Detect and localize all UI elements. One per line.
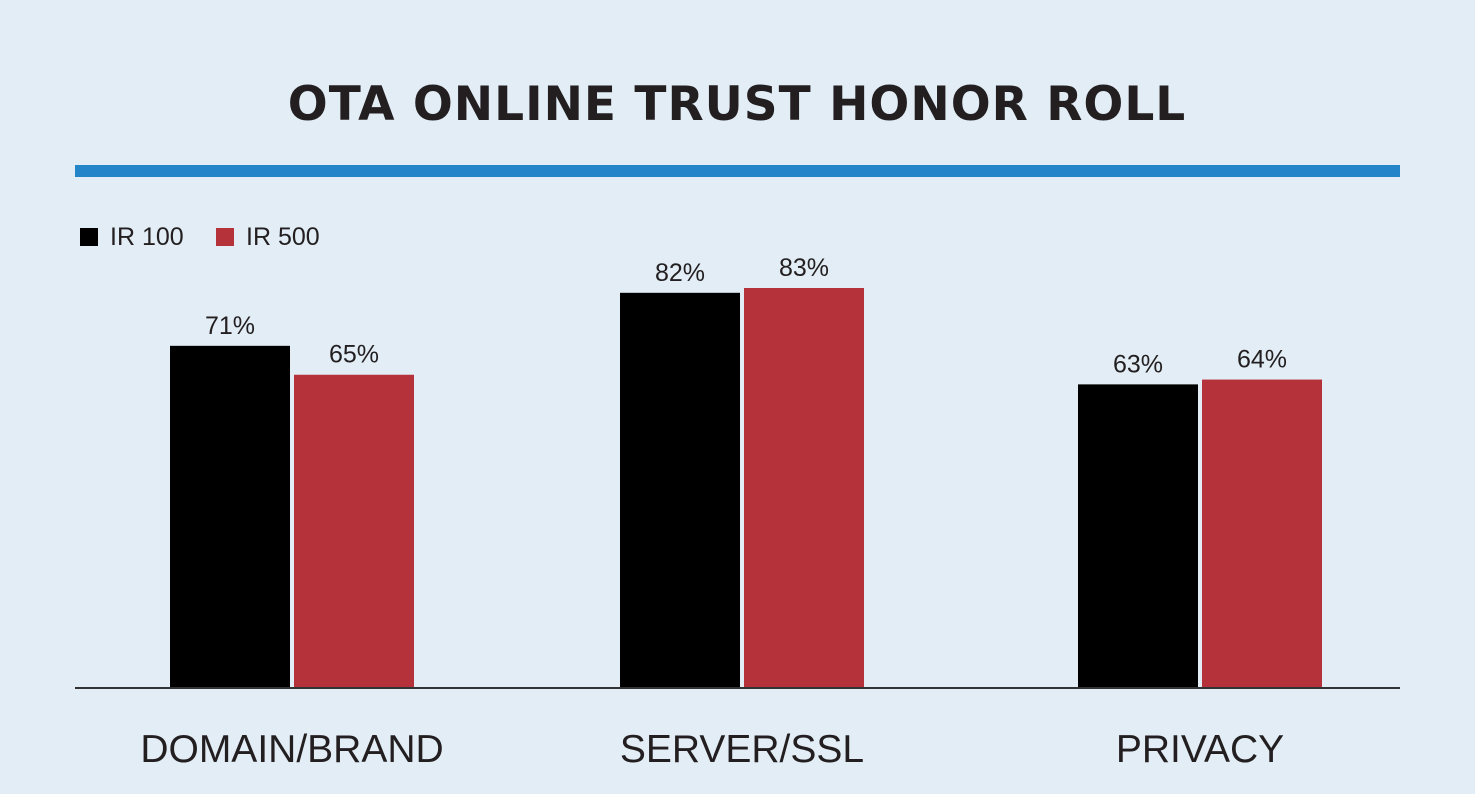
data-label: 63% — [1113, 350, 1163, 378]
bar-privacy-ir-500 — [1202, 379, 1322, 688]
legend-label: IR 500 — [246, 223, 320, 251]
data-label: 65% — [329, 341, 379, 369]
category-labels: DOMAIN/BRAND SERVER/SSL PRIVACY — [140, 728, 1284, 771]
bar-domain-brand-ir-500 — [294, 374, 414, 688]
category-label: PRIVACY — [1116, 728, 1284, 771]
legend-label: IR 100 — [110, 223, 184, 251]
bar-server-ssl-ir-100 — [620, 292, 740, 688]
data-label: 83% — [779, 254, 829, 282]
legend-swatch — [80, 228, 98, 246]
bars — [170, 288, 1322, 688]
category-label: SERVER/SSL — [620, 728, 864, 771]
bar-server-ssl-ir-500 — [744, 288, 864, 688]
legend-swatch — [216, 228, 234, 246]
data-label: 64% — [1237, 346, 1287, 374]
chart-title: OTA ONLINE TRUST HONOR ROLL — [288, 77, 1187, 132]
category-label: DOMAIN/BRAND — [140, 728, 443, 771]
legend: IR 100 IR 500 — [80, 223, 320, 251]
title-divider — [75, 165, 1400, 177]
bar-labels: 71% 65% 82% 83% 63% 64% — [205, 254, 1287, 378]
bar-privacy-ir-100 — [1078, 384, 1198, 688]
bar-domain-brand-ir-100 — [170, 345, 290, 688]
data-label: 82% — [655, 259, 705, 287]
data-label: 71% — [205, 312, 255, 340]
